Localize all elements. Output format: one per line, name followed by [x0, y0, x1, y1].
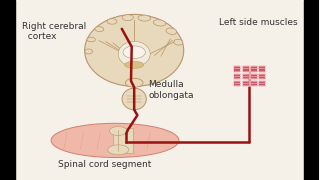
Ellipse shape	[85, 14, 184, 86]
Ellipse shape	[95, 27, 104, 31]
Ellipse shape	[123, 46, 145, 58]
Ellipse shape	[51, 123, 179, 158]
Ellipse shape	[125, 78, 143, 87]
Bar	[242, 80, 249, 86]
Bar	[250, 80, 257, 86]
Ellipse shape	[87, 37, 95, 42]
Bar	[233, 65, 240, 72]
Ellipse shape	[153, 20, 166, 26]
Bar	[304, 0, 319, 180]
Ellipse shape	[107, 19, 117, 24]
Bar	[113, 128, 132, 153]
Ellipse shape	[108, 145, 129, 155]
Ellipse shape	[124, 61, 144, 68]
Text: Medulla
oblongata: Medulla oblongata	[148, 80, 194, 100]
Ellipse shape	[118, 41, 150, 67]
Bar	[233, 80, 240, 86]
Bar	[258, 65, 265, 72]
Ellipse shape	[122, 88, 146, 110]
Bar	[250, 73, 257, 79]
Text: Right cerebral
  cortex: Right cerebral cortex	[22, 22, 87, 41]
Bar	[242, 73, 249, 79]
Ellipse shape	[109, 127, 127, 136]
Text: Spinal cord segment: Spinal cord segment	[58, 160, 151, 169]
Bar	[233, 73, 240, 79]
Ellipse shape	[166, 28, 177, 34]
Bar	[0, 0, 15, 180]
Ellipse shape	[122, 15, 133, 21]
Bar	[258, 73, 265, 79]
Bar	[250, 65, 257, 72]
Bar	[258, 80, 265, 86]
Bar	[242, 65, 249, 72]
Ellipse shape	[138, 15, 151, 21]
Ellipse shape	[174, 39, 183, 45]
Ellipse shape	[85, 49, 92, 54]
Text: Left side muscles: Left side muscles	[219, 18, 298, 27]
